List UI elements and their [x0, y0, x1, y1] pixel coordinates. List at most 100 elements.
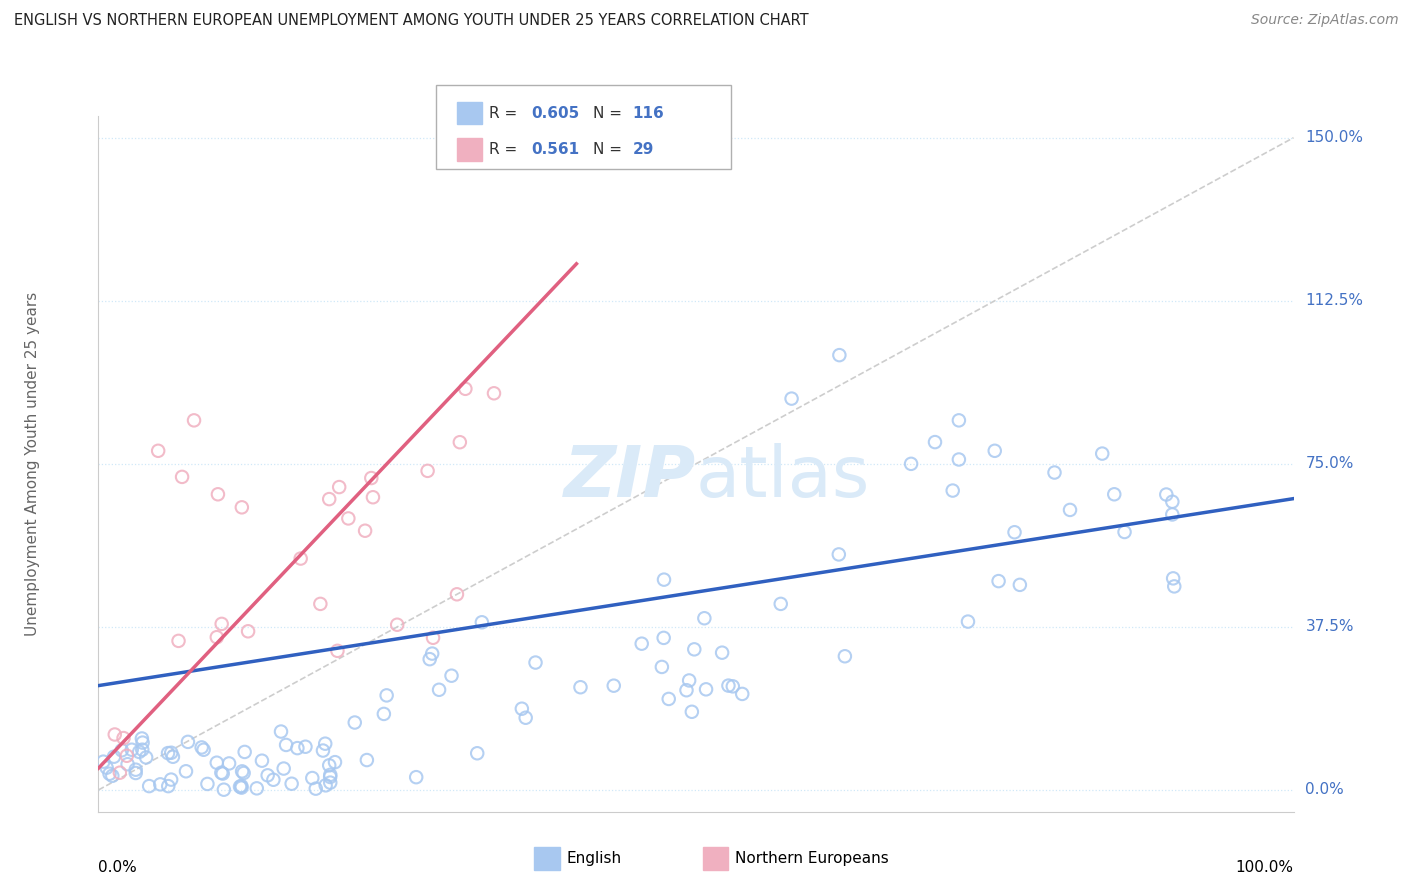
Point	[111, 743, 134, 757]
Point	[193, 743, 215, 757]
Point	[209, 765, 232, 780]
Point	[569, 680, 592, 694]
Point	[177, 735, 200, 749]
Text: 150.0%: 150.0%	[1305, 130, 1364, 145]
Point	[162, 749, 184, 764]
Text: N =: N =	[593, 143, 633, 157]
Point	[1161, 571, 1184, 585]
Point	[652, 631, 675, 645]
Point	[987, 574, 1010, 588]
Text: Source: ZipAtlas.com: Source: ZipAtlas.com	[1251, 13, 1399, 28]
Point	[375, 689, 398, 703]
Point	[157, 779, 180, 793]
Point	[454, 382, 477, 396]
Point	[948, 452, 970, 467]
Point	[103, 749, 125, 764]
Point	[630, 637, 652, 651]
Point	[160, 772, 183, 787]
Point	[1004, 525, 1026, 540]
Point	[319, 770, 342, 784]
Text: 0.0%: 0.0%	[98, 861, 138, 875]
Point	[218, 756, 240, 771]
Text: ENGLISH VS NORTHERN EUROPEAN UNEMPLOYMENT AMONG YOUTH UNDER 25 YEARS CORRELATION: ENGLISH VS NORTHERN EUROPEAN UNEMPLOYMEN…	[14, 13, 808, 29]
Text: Northern Europeans: Northern Europeans	[735, 852, 889, 866]
Point	[373, 706, 395, 721]
Point	[780, 392, 803, 406]
Point	[717, 679, 740, 693]
Point	[675, 683, 697, 698]
Point	[231, 500, 253, 515]
Point	[211, 766, 233, 780]
Text: Unemployment Among Youth under 25 years: Unemployment Among Youth under 25 years	[25, 292, 41, 636]
Point	[834, 649, 856, 664]
Point	[1161, 494, 1184, 508]
Point	[652, 573, 675, 587]
Point	[416, 464, 439, 478]
Point	[232, 766, 254, 780]
Point	[112, 731, 135, 745]
Point	[274, 738, 297, 752]
Point	[731, 687, 754, 701]
Point	[314, 737, 336, 751]
Point	[280, 777, 302, 791]
Point	[256, 768, 278, 782]
Point	[294, 739, 316, 754]
Point	[312, 743, 335, 757]
Text: atlas: atlas	[696, 443, 870, 512]
Point	[769, 597, 792, 611]
Point	[405, 770, 427, 784]
Point	[125, 766, 148, 780]
Point	[319, 775, 342, 789]
Point	[197, 777, 219, 791]
Point	[233, 745, 256, 759]
Point	[1161, 508, 1184, 522]
Point	[337, 511, 360, 525]
Point	[354, 524, 377, 538]
Point	[183, 413, 205, 427]
Point	[603, 679, 626, 693]
Point	[205, 630, 228, 644]
Point	[160, 746, 183, 760]
Point	[229, 780, 252, 794]
Point	[385, 617, 409, 632]
Point	[157, 746, 180, 760]
Point	[246, 781, 269, 796]
Point	[131, 731, 153, 746]
Text: R =: R =	[489, 106, 527, 121]
Point	[683, 642, 706, 657]
Point	[301, 771, 323, 785]
Point	[695, 682, 717, 697]
Point	[721, 679, 744, 693]
Point	[262, 772, 284, 787]
Point	[900, 457, 922, 471]
Point	[273, 762, 295, 776]
Point	[231, 764, 253, 779]
Text: 75.0%: 75.0%	[1305, 457, 1354, 471]
Point	[115, 748, 138, 763]
Point	[1114, 524, 1136, 539]
Text: R =: R =	[489, 143, 527, 157]
Point	[131, 742, 153, 756]
Point	[138, 779, 160, 793]
Point	[1008, 578, 1031, 592]
Point	[101, 769, 124, 783]
Point	[96, 761, 118, 775]
Point	[290, 551, 312, 566]
Point	[117, 757, 139, 772]
Point	[149, 777, 172, 791]
Point	[515, 711, 537, 725]
Point	[948, 413, 970, 427]
Point	[287, 741, 309, 756]
Point	[326, 644, 349, 658]
Text: 0.0%: 0.0%	[1305, 782, 1344, 797]
Point	[305, 781, 328, 796]
Point	[924, 435, 946, 450]
Text: 100.0%: 100.0%	[1236, 861, 1294, 875]
Point	[420, 647, 443, 661]
Point	[828, 548, 851, 562]
Point	[205, 756, 228, 770]
Point	[343, 715, 366, 730]
Point	[956, 615, 979, 629]
Point	[361, 490, 384, 504]
Point	[318, 492, 340, 507]
